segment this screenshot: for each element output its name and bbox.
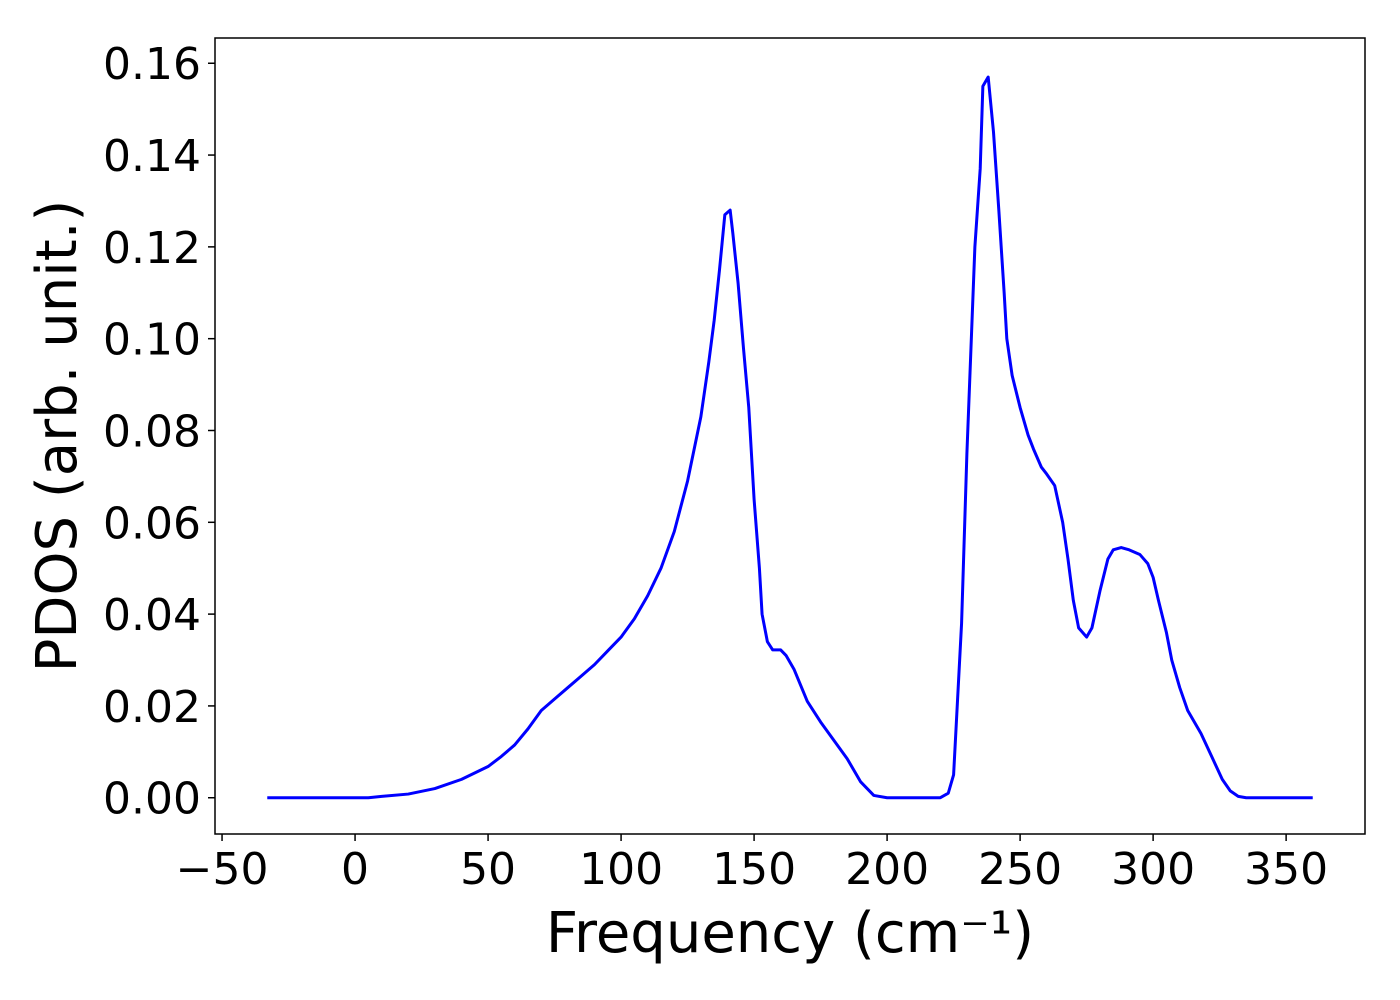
y-tick-label: 0.14 [103,131,201,182]
x-tick-label: −50 [176,844,269,895]
plot-frame [214,37,1366,835]
y-tick-label: 0.06 [103,498,201,549]
x-tick-label: 200 [845,844,929,895]
x-tick-label: 150 [712,844,796,895]
x-tick-label: 350 [1244,844,1328,895]
x-tick-label: 0 [341,844,369,895]
y-tick-label: 0.00 [103,774,201,825]
x-tick-label: 50 [460,844,516,895]
x-tick-label: 100 [579,844,663,895]
y-tick-label: 0.12 [103,223,201,274]
y-tick-label: 0.10 [103,315,201,366]
x-tick-label: 300 [1111,844,1195,895]
y-tick-label: 0.16 [103,39,201,90]
y-tick-label: 0.04 [103,590,201,641]
y-tick-label: 0.02 [103,682,201,733]
x-tick-label: 250 [978,844,1062,895]
series-line [267,75,1313,800]
y-tick-label: 0.08 [103,406,201,457]
x-axis-label: Frequency (cm⁻¹) [546,901,1034,966]
y-axis-label: PDOS (arb. unit.) [25,200,90,673]
